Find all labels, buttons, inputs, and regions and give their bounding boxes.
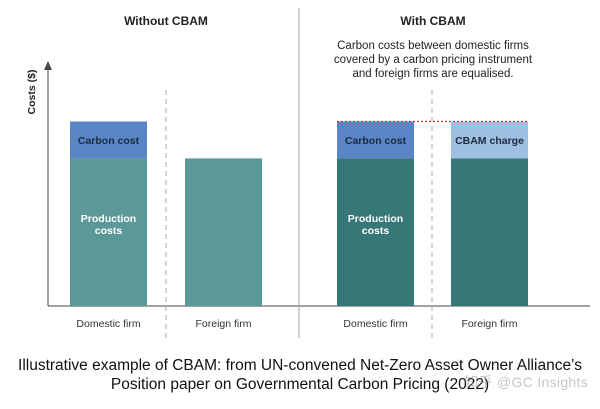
y-axis-label: Costs ($) [26, 70, 38, 115]
bar-cbam-charge-2-2 [451, 121, 528, 159]
bar-production-costs-2-1 [337, 158, 414, 306]
figure-caption: Illustrative example of CBAM: from UN-co… [0, 356, 600, 394]
category-label-1-1: Domestic firm [76, 318, 140, 330]
bar-carbon-cost-2-1 [337, 121, 414, 159]
label-production-2-line-2: costs [362, 225, 390, 237]
bar-production-costs-1-1 [70, 158, 147, 306]
label-cbam-charge: CBAM charge [455, 135, 524, 147]
label-production-1-line-2: costs [95, 225, 123, 237]
bar-production-costs-1-2 [185, 158, 262, 306]
caption-line-2: Position paper on Governmental Carbon Pr… [110, 376, 490, 393]
label-carbon-cost-2: Carbon cost [345, 135, 407, 147]
bar-production-costs-2-2 [451, 158, 528, 306]
y-axis-arrow [44, 61, 52, 70]
annotation-line-2: covered by a carbon pricing instrument [334, 54, 533, 66]
bar-carbon-cost-1-1 [70, 121, 147, 159]
watermark: 知乎 @GC Insights [464, 374, 588, 390]
category-label-2-2: Foreign firm [461, 318, 517, 330]
label-production-2-line-1: Production [348, 213, 403, 225]
panel-title-2: With CBAM [400, 14, 465, 28]
panel-title-1: Without CBAM [124, 14, 208, 28]
caption-line-1: Illustrative example of CBAM: from UN-co… [18, 357, 582, 374]
label-production-1-line-1: Production [81, 213, 136, 225]
label-carbon-cost-1: Carbon cost [78, 135, 140, 147]
category-label-1-2: Foreign firm [195, 318, 251, 330]
annotation-line-3: and foreign firms are equalised. [352, 68, 513, 80]
annotation-line-1: Carbon costs between domestic firms [337, 40, 529, 52]
category-label-2-1: Domestic firm [343, 318, 407, 330]
